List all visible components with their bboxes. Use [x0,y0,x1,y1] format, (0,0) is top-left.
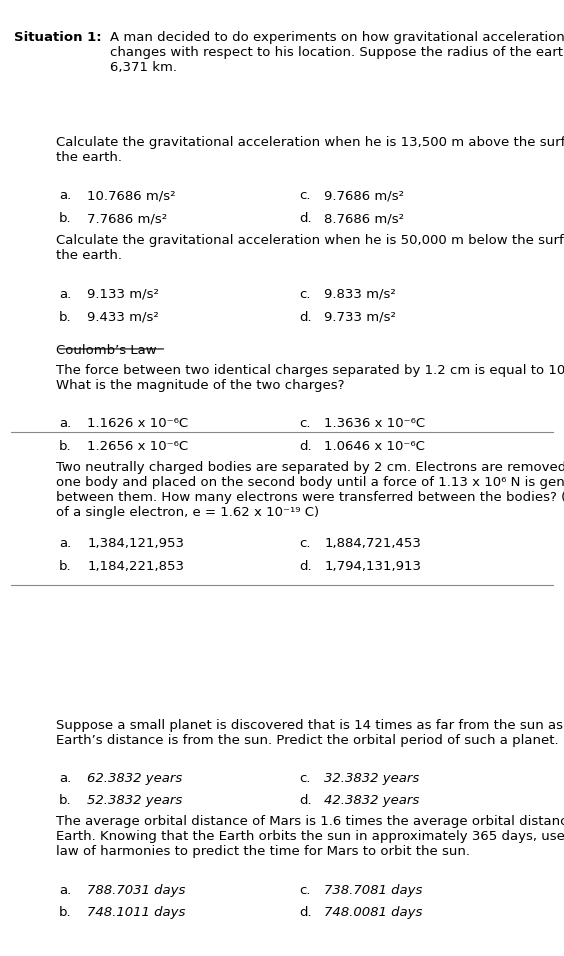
Text: c.: c. [299,537,310,551]
Text: A man decided to do experiments on how gravitational acceleration
changes with r: A man decided to do experiments on how g… [110,31,564,74]
Text: 52.3832 years: 52.3832 years [87,794,183,808]
Text: d.: d. [299,212,311,226]
Text: c.: c. [299,417,310,430]
Text: 1.1626 x 10⁻⁶C: 1.1626 x 10⁻⁶C [87,417,188,430]
Text: 748.0081 days: 748.0081 days [324,906,422,920]
Text: Calculate the gravitational acceleration when he is 13,500 m above the surface o: Calculate the gravitational acceleration… [56,136,564,163]
Text: 9.133 m/s²: 9.133 m/s² [87,288,159,301]
Text: a.: a. [59,884,72,898]
Text: a.: a. [59,417,72,430]
Text: b.: b. [59,440,72,453]
Text: b.: b. [59,560,72,574]
Text: c.: c. [299,189,310,203]
Text: 1.0646 x 10⁻⁶C: 1.0646 x 10⁻⁶C [324,440,425,453]
Text: 1,384,121,953: 1,384,121,953 [87,537,184,551]
Text: 788.7031 days: 788.7031 days [87,884,186,898]
Text: 1,884,721,453: 1,884,721,453 [324,537,421,551]
Text: Situation 1:: Situation 1: [14,31,102,44]
Text: Coulomb’s Law: Coulomb’s Law [56,344,157,358]
Text: The force between two identical charges separated by 1.2 cm is equal to 100 N.
W: The force between two identical charges … [56,364,564,392]
Text: d.: d. [299,311,311,324]
Text: 42.3832 years: 42.3832 years [324,794,420,808]
Text: 7.7686 m/s²: 7.7686 m/s² [87,212,168,226]
Text: 1.3636 x 10⁻⁶C: 1.3636 x 10⁻⁶C [324,417,425,430]
Text: b.: b. [59,794,72,808]
Text: a.: a. [59,772,72,786]
Text: Two neutrally charged bodies are separated by 2 cm. Electrons are removed from
o: Two neutrally charged bodies are separat… [56,461,564,519]
Text: d.: d. [299,440,311,453]
Text: 62.3832 years: 62.3832 years [87,772,183,786]
Text: b.: b. [59,906,72,920]
Text: 10.7686 m/s²: 10.7686 m/s² [87,189,176,203]
Text: Suppose a small planet is discovered that is 14 times as far from the sun as the: Suppose a small planet is discovered tha… [56,719,564,747]
Text: 1.2656 x 10⁻⁶C: 1.2656 x 10⁻⁶C [87,440,188,453]
Text: 9.7686 m/s²: 9.7686 m/s² [324,189,404,203]
Text: a.: a. [59,537,72,551]
Text: 1,794,131,913: 1,794,131,913 [324,560,421,574]
Text: 9.433 m/s²: 9.433 m/s² [87,311,159,324]
Text: d.: d. [299,794,311,808]
Text: c.: c. [299,884,310,898]
Text: c.: c. [299,772,310,786]
Text: 8.7686 m/s²: 8.7686 m/s² [324,212,404,226]
Text: c.: c. [299,288,310,301]
Text: 1,184,221,853: 1,184,221,853 [87,560,184,574]
Text: The average orbital distance of Mars is 1.6 times the average orbital distance o: The average orbital distance of Mars is … [56,815,564,858]
Text: b.: b. [59,212,72,226]
Text: a.: a. [59,189,72,203]
Text: 738.7081 days: 738.7081 days [324,884,422,898]
Text: 9.833 m/s²: 9.833 m/s² [324,288,396,301]
Text: 32.3832 years: 32.3832 years [324,772,420,786]
Text: d.: d. [299,906,311,920]
Text: a.: a. [59,288,72,301]
Text: d.: d. [299,560,311,574]
Text: b.: b. [59,311,72,324]
Text: 748.1011 days: 748.1011 days [87,906,186,920]
Text: Calculate the gravitational acceleration when he is 50,000 m below the surface o: Calculate the gravitational acceleration… [56,234,564,262]
Text: 9.733 m/s²: 9.733 m/s² [324,311,396,324]
